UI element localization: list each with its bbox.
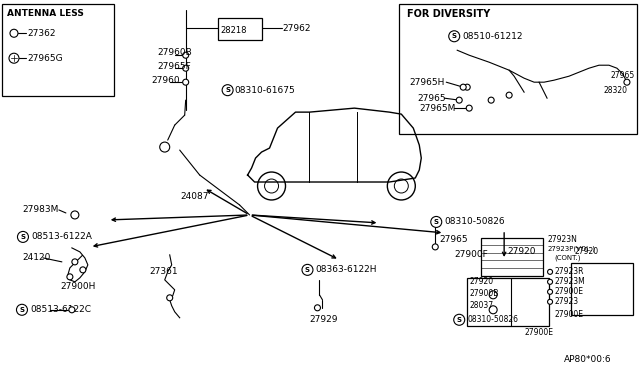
Text: 27923M: 27923M — [554, 278, 585, 286]
Circle shape — [464, 84, 470, 90]
Text: 27900E: 27900E — [524, 328, 553, 337]
Circle shape — [257, 172, 285, 200]
Text: 27362: 27362 — [27, 29, 56, 38]
Circle shape — [449, 31, 460, 42]
Text: S: S — [19, 307, 24, 313]
Circle shape — [10, 29, 18, 37]
Text: 27929: 27929 — [310, 315, 338, 324]
Text: 27923P(VOL.): 27923P(VOL.) — [547, 246, 595, 252]
Circle shape — [314, 305, 321, 311]
Circle shape — [548, 279, 552, 284]
Circle shape — [489, 291, 497, 299]
Text: 27361: 27361 — [150, 267, 179, 276]
Circle shape — [489, 306, 497, 314]
Circle shape — [182, 65, 189, 71]
Text: 27920: 27920 — [574, 247, 598, 256]
Text: 27965: 27965 — [417, 94, 446, 103]
Text: 27983M: 27983M — [22, 205, 58, 215]
Text: 28218: 28218 — [221, 26, 247, 35]
Circle shape — [460, 84, 466, 90]
Text: 27900H: 27900H — [60, 282, 95, 291]
Text: S: S — [305, 267, 310, 273]
Text: 27900B: 27900B — [469, 289, 499, 298]
Text: (CONT.): (CONT.) — [554, 254, 580, 261]
Circle shape — [387, 172, 415, 200]
Circle shape — [182, 79, 189, 85]
Circle shape — [432, 244, 438, 250]
Text: 27923R: 27923R — [554, 267, 584, 276]
Text: 27923: 27923 — [554, 297, 578, 306]
Circle shape — [72, 259, 78, 265]
Circle shape — [17, 231, 28, 243]
Circle shape — [9, 53, 19, 63]
Text: 24087: 24087 — [180, 192, 209, 202]
Bar — [399, 4, 637, 134]
Circle shape — [222, 85, 233, 96]
Text: 27923N: 27923N — [547, 235, 577, 244]
Text: 27965: 27965 — [611, 71, 636, 80]
Circle shape — [506, 92, 512, 98]
Text: 27965M: 27965M — [419, 104, 456, 113]
Circle shape — [454, 314, 465, 325]
Circle shape — [80, 267, 86, 273]
Circle shape — [548, 299, 552, 304]
Circle shape — [624, 79, 630, 85]
Text: 27900E: 27900E — [554, 310, 583, 319]
Circle shape — [67, 274, 73, 280]
Text: AP80*00:6: AP80*00:6 — [564, 355, 612, 364]
Text: S: S — [20, 234, 26, 240]
Bar — [467, 278, 549, 326]
Circle shape — [182, 52, 189, 58]
Bar — [218, 18, 262, 40]
Text: 08510-61212: 08510-61212 — [462, 32, 523, 41]
Circle shape — [488, 97, 494, 103]
Text: 24120: 24120 — [22, 253, 51, 262]
Circle shape — [69, 307, 75, 313]
Circle shape — [548, 269, 552, 274]
Text: 27900E: 27900E — [554, 287, 583, 296]
Text: 27965G: 27965G — [27, 54, 63, 63]
Text: 08513-6122A: 08513-6122A — [31, 232, 92, 241]
Text: 28037: 28037 — [469, 301, 493, 310]
Text: S: S — [457, 317, 461, 323]
Text: 08310-61675: 08310-61675 — [235, 86, 295, 94]
Circle shape — [431, 217, 442, 227]
Text: 08310-50826: 08310-50826 — [467, 315, 518, 324]
Circle shape — [456, 97, 462, 103]
Circle shape — [302, 264, 313, 275]
Bar — [2, 4, 114, 96]
Circle shape — [160, 142, 170, 152]
Text: 27965: 27965 — [439, 235, 468, 244]
Text: S: S — [452, 33, 457, 39]
Text: 08363-6122H: 08363-6122H — [316, 265, 377, 275]
Bar — [481, 238, 543, 276]
Text: 08513-6122C: 08513-6122C — [30, 305, 91, 314]
Text: 08310-50826: 08310-50826 — [444, 218, 505, 227]
Text: 28320: 28320 — [604, 86, 628, 94]
Text: ANTENNA LESS: ANTENNA LESS — [7, 9, 84, 18]
Text: 27960B: 27960B — [157, 48, 193, 57]
Text: 27920: 27920 — [507, 247, 536, 256]
Text: S: S — [225, 87, 230, 93]
Text: 27960: 27960 — [152, 76, 180, 85]
Text: 27920: 27920 — [469, 278, 493, 286]
Bar — [571, 263, 633, 315]
Circle shape — [71, 211, 79, 219]
Circle shape — [548, 289, 552, 294]
Text: 27900F: 27900F — [454, 250, 488, 259]
Text: 27962: 27962 — [282, 24, 311, 33]
Circle shape — [166, 295, 173, 301]
Circle shape — [466, 105, 472, 111]
Text: FOR DIVERSITY: FOR DIVERSITY — [407, 9, 490, 19]
Text: 27965H: 27965H — [410, 78, 445, 87]
Circle shape — [17, 304, 28, 315]
Text: 27965F: 27965F — [157, 62, 191, 71]
Text: S: S — [434, 219, 439, 225]
